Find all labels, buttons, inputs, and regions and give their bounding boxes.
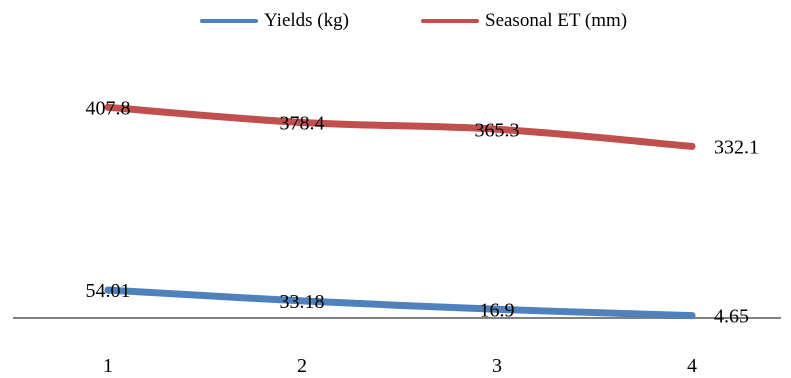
data-label: 365.3 [475, 119, 520, 141]
data-label: 407.8 [86, 97, 131, 119]
x-tick-label: 1 [103, 355, 113, 377]
x-tick-label: 4 [687, 355, 697, 377]
data-point [689, 312, 696, 319]
series-line-seasonal-et [108, 107, 692, 146]
data-label: 378.4 [280, 112, 325, 134]
data-label: 4.65 [714, 306, 749, 328]
data-label: 16.9 [480, 299, 515, 321]
x-tick-label: 3 [492, 355, 502, 377]
data-label: 54.01 [86, 280, 131, 302]
data-label: 332.1 [714, 136, 759, 158]
data-label: 33.18 [280, 291, 325, 313]
x-tick-label: 2 [297, 355, 307, 377]
series-line-yields [108, 290, 692, 316]
data-point [689, 143, 696, 150]
